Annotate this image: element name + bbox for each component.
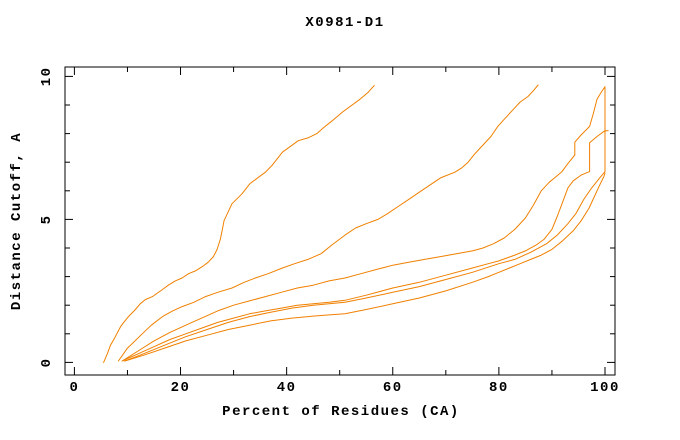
x-tick-label: 20 bbox=[171, 380, 191, 396]
curve-6 bbox=[124, 172, 606, 362]
x-tick-label: 0 bbox=[69, 380, 79, 396]
y-tick-label: 0 bbox=[39, 357, 55, 367]
x-tick-label: 80 bbox=[489, 380, 509, 396]
y-tick-labels: 0 5 10 bbox=[39, 66, 55, 367]
axis-ticks bbox=[65, 67, 615, 375]
x-tick-labels: 0 20 40 60 80 100 bbox=[69, 380, 620, 396]
curve-2 bbox=[117, 84, 539, 362]
y-tick-label: 5 bbox=[39, 214, 55, 224]
data-curves bbox=[103, 84, 609, 363]
x-tick-label: 40 bbox=[277, 380, 297, 396]
y-axis-label: Distance Cutoff, A bbox=[9, 132, 25, 310]
curve-5 bbox=[124, 87, 606, 362]
y-tick-label: 10 bbox=[39, 66, 55, 86]
curve-1 bbox=[103, 85, 375, 363]
chart-title: X0981-D1 bbox=[305, 15, 384, 31]
x-tick-label: 100 bbox=[590, 380, 620, 396]
x-axis-label: Percent of Residues (CA) bbox=[222, 404, 460, 420]
curve-3 bbox=[121, 86, 606, 362]
x-tick-label: 60 bbox=[383, 380, 403, 396]
curve-4 bbox=[121, 130, 609, 362]
